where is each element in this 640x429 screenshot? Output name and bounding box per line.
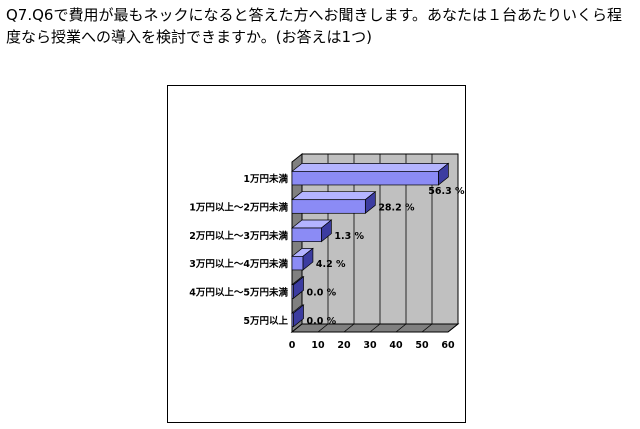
- x-tick-label: 20: [337, 340, 351, 351]
- x-tick-label: 10: [311, 340, 325, 351]
- x-tick-label: 40: [389, 340, 403, 351]
- bar: [291, 256, 304, 271]
- category-label: 2万円以上～3万円未満: [189, 230, 288, 242]
- bar-top: [291, 191, 377, 201]
- gridline-floor: [421, 323, 433, 333]
- value-label: 28.2 %: [378, 203, 415, 214]
- value-label: 1.3 %: [334, 231, 364, 242]
- value-label: 56.3 %: [428, 186, 465, 197]
- category-label: 1万円以上～2万円未満: [189, 202, 288, 214]
- gridline-floor: [343, 323, 355, 333]
- bar: [291, 312, 294, 327]
- x-tick-label: 60: [441, 340, 455, 351]
- value-label: 0.0 %: [307, 288, 337, 299]
- category-label: 3万円以上～4万円未満: [189, 258, 288, 270]
- gridline-floor: [395, 323, 407, 333]
- bar: [291, 199, 366, 214]
- question-text: Q7.Q6で費用が最もネックになると答えた方へお聞きします。あなたは１台あたりい…: [6, 6, 622, 46]
- value-label: 0.0 %: [307, 316, 337, 327]
- bar: [291, 284, 294, 299]
- value-label: 4.2 %: [316, 259, 346, 270]
- bar: [291, 227, 322, 242]
- category-label: 5万円以上: [243, 315, 288, 327]
- gridline-floor: [369, 323, 381, 333]
- bar-top: [291, 163, 450, 172]
- x-tick-label: 30: [363, 340, 377, 351]
- bar: [291, 171, 439, 186]
- gridline-floor: [447, 323, 459, 333]
- category-label: 4万円以上～5万円未満: [189, 287, 288, 299]
- category-label: 1万円未満: [243, 173, 288, 185]
- x-tick-label: 0: [289, 340, 296, 351]
- gridline-floor: [317, 323, 329, 333]
- x-tick-label: 50: [415, 340, 429, 351]
